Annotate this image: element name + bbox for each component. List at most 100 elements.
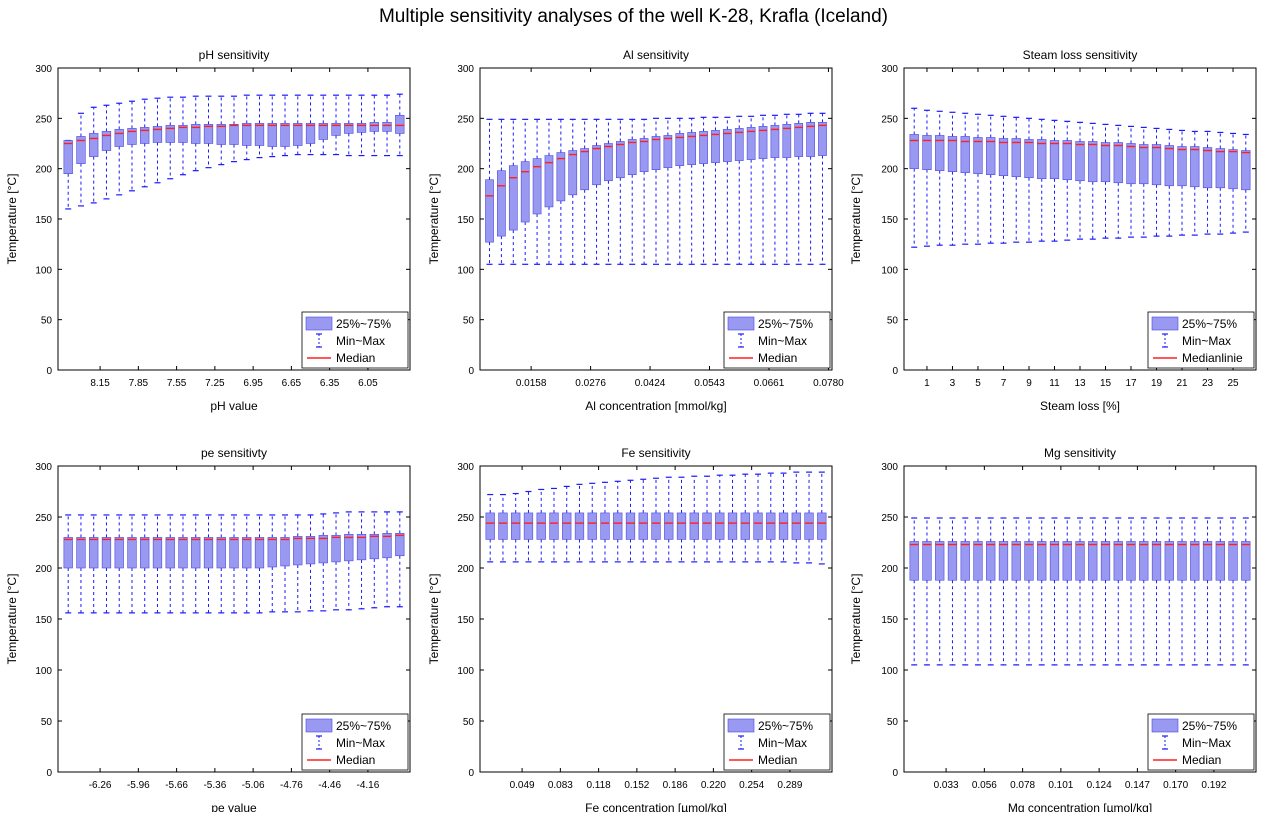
box-iqr — [676, 512, 687, 540]
box-iqr — [523, 512, 534, 540]
box-iqr — [63, 537, 73, 569]
box-iqr — [1024, 541, 1034, 581]
box-iqr — [613, 512, 623, 540]
box-iqr — [331, 535, 341, 563]
box-iqr — [973, 137, 983, 175]
y-tick-label: 0 — [46, 768, 52, 779]
box-iqr — [909, 134, 919, 169]
x-tick-label: 5 — [975, 378, 981, 389]
box-iqr — [817, 512, 827, 540]
box-iqr — [114, 129, 124, 147]
box-iqr — [140, 537, 150, 569]
box-iqr — [280, 123, 290, 147]
box-iqr — [574, 512, 585, 540]
y-tick-label: 100 — [457, 265, 474, 276]
box-iqr — [114, 537, 124, 569]
x-tick-label: 3 — [950, 378, 956, 389]
y-tick-label: 50 — [887, 316, 899, 327]
box-iqr — [1113, 142, 1123, 184]
box-iqr — [778, 512, 789, 540]
x-tick-label: 7.55 — [167, 378, 187, 389]
x-tick-label: 0.186 — [663, 780, 688, 791]
y-tick-label: 0 — [892, 366, 898, 377]
y-tick-label: 150 — [457, 615, 474, 626]
box-iqr — [1062, 541, 1072, 581]
box-iqr — [532, 158, 542, 215]
y-tick-label: 250 — [881, 513, 898, 524]
box-iqr — [947, 541, 958, 581]
box-iqr — [627, 139, 637, 176]
x-tick-label: 23 — [1202, 378, 1214, 389]
chart-panel-fe: Fe sensitivity Temperature [°C] Fe concent… — [422, 422, 844, 815]
x-tick-label: -6.26 — [89, 780, 112, 791]
legend-swatch-iqr — [727, 718, 755, 733]
box-iqr — [734, 128, 744, 161]
y-tick-label: 0 — [468, 366, 474, 377]
y-tick-label: 100 — [881, 666, 898, 677]
box-iqr — [562, 512, 572, 540]
x-tick-label: 0.049 — [510, 780, 535, 791]
box-iqr — [986, 541, 996, 581]
chart-panel-ph: pH sensitivity Temperature [°C] pH value 0 5… — [0, 38, 422, 422]
box-iqr — [664, 512, 674, 540]
y-tick-label: 100 — [881, 265, 898, 276]
box-iqr — [101, 537, 112, 569]
x-tick-label: 8.15 — [90, 378, 110, 389]
y-tick-label: 100 — [35, 666, 52, 677]
y-tick-label: 150 — [457, 215, 474, 226]
chart-title: Al sensitivity — [623, 48, 689, 62]
box-iqr — [485, 179, 494, 243]
legend-label-iqr: 25%~75% — [758, 317, 813, 331]
box-iqr — [254, 537, 265, 569]
box-iqr — [715, 512, 725, 540]
box-iqr — [191, 537, 201, 569]
box-iqr — [711, 130, 720, 163]
x-axis-label: Steam loss [%] — [1040, 399, 1120, 413]
box-iqr — [1049, 541, 1060, 581]
box-iqr — [1037, 139, 1047, 180]
box-iqr — [675, 133, 685, 166]
chart-title: Steam loss sensitivity — [1023, 48, 1138, 62]
y-tick-label: 300 — [881, 64, 898, 75]
y-tick-label: 0 — [892, 768, 898, 779]
box-iqr — [356, 534, 367, 561]
chart-title: Fe sensitivity — [621, 446, 690, 460]
x-tick-label: 0.0661 — [754, 378, 785, 389]
box-iqr — [1088, 541, 1098, 581]
legend-label-iqr: 25%~75% — [336, 719, 391, 733]
x-tick-label: 13 — [1074, 378, 1086, 389]
chart-ph-sensitivity: pH sensitivity Temperature [°C] pH value 0 5… — [5, 48, 411, 413]
x-tick-label: 0.254 — [739, 780, 764, 791]
x-tick-label: 0.056 — [972, 780, 997, 791]
box-iqr — [746, 127, 756, 160]
box-iqr — [152, 537, 163, 569]
box-iqr — [267, 123, 277, 147]
box-iqr — [1177, 146, 1187, 187]
x-tick-label: -5.36 — [203, 780, 226, 791]
box-iqr — [549, 512, 559, 540]
x-tick-label: -5.06 — [242, 780, 265, 791]
y-tick-label: 150 — [881, 215, 898, 226]
x-tick-label: 0.152 — [624, 780, 649, 791]
x-tick-label: 0.0276 — [575, 378, 606, 389]
x-axis-label: Fe concentration [µmol/kg] — [585, 801, 727, 812]
x-tick-label: 6.95 — [243, 378, 263, 389]
x-tick-label: 25 — [1227, 378, 1239, 389]
x-tick-label: 0.0424 — [635, 378, 666, 389]
x-tick-label: 0.192 — [1201, 780, 1226, 791]
x-tick-label: -5.96 — [127, 780, 150, 791]
x-axis-label: Al concentration [mmol/kg] — [585, 399, 726, 413]
box-iqr — [63, 140, 73, 175]
x-tick-label: -4.76 — [280, 780, 303, 791]
box-iqr — [293, 536, 303, 566]
box-iqr — [556, 152, 566, 202]
box-iqr — [344, 123, 354, 134]
y-axis-label: Temperature [°C] — [5, 174, 19, 265]
y-tick-label: 150 — [881, 615, 898, 626]
y-axis-label: Temperature [°C] — [427, 574, 441, 665]
box-iqr — [280, 537, 290, 567]
x-tick-label: 11 — [1049, 378, 1060, 389]
box-iqr — [1037, 541, 1047, 581]
y-tick-label: 250 — [457, 513, 474, 524]
legend-swatch-iqr — [727, 316, 755, 331]
